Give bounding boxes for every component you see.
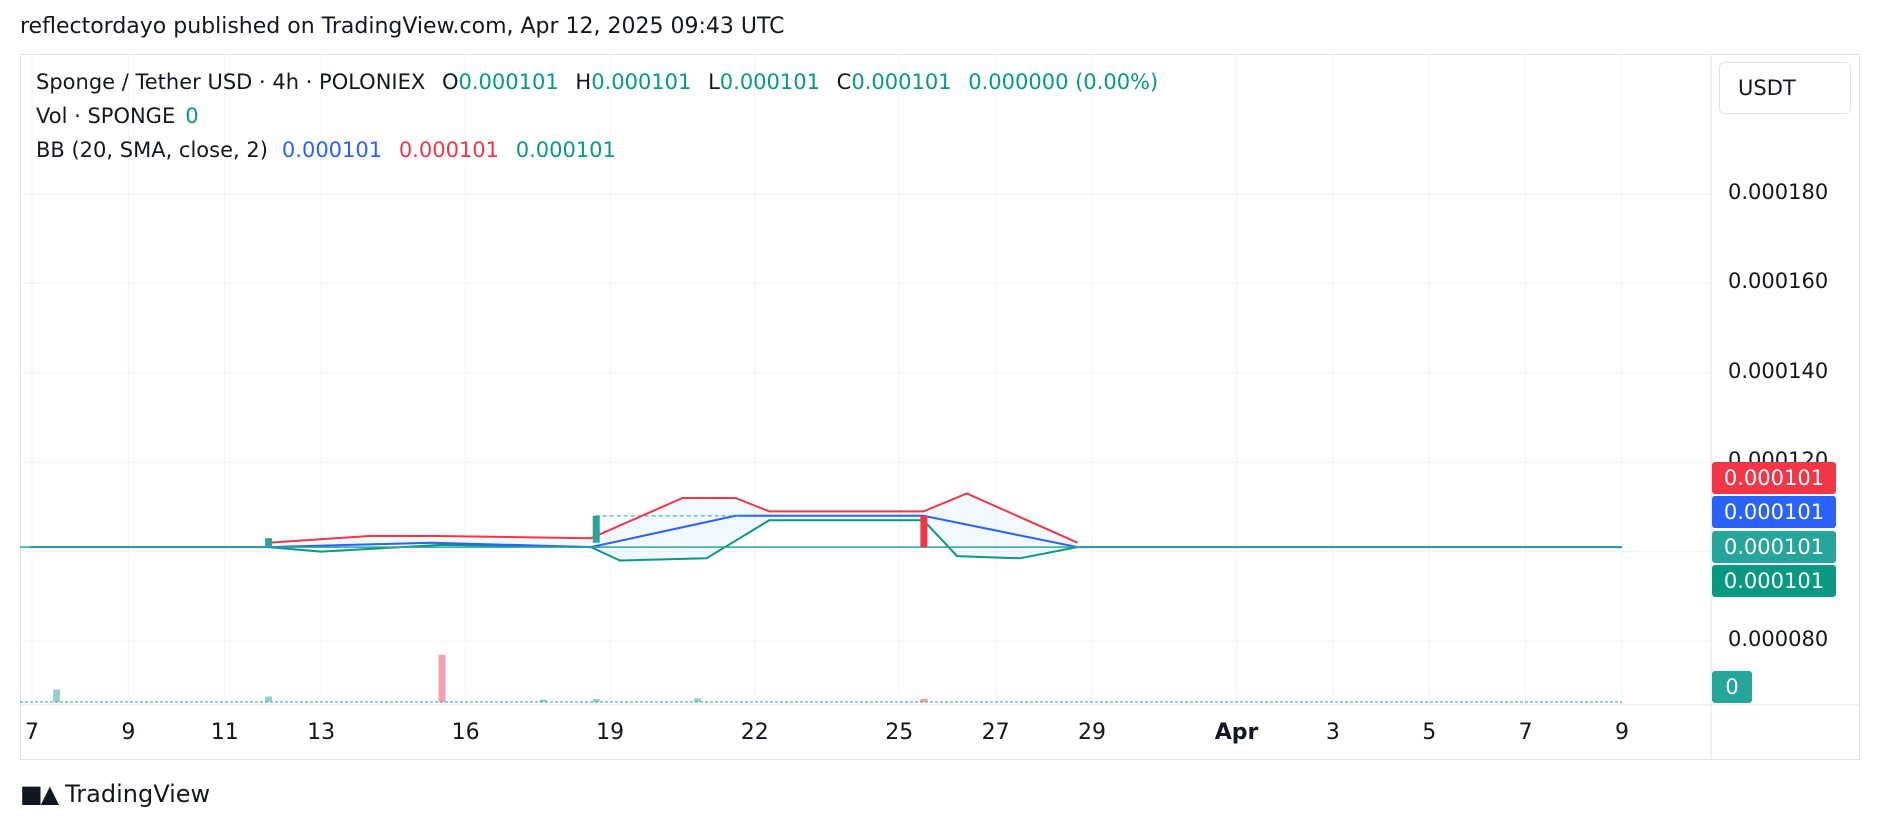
legend-close-label: C — [836, 70, 852, 94]
x-tick-label-11: 3 — [1325, 720, 1340, 745]
chart-frame[interactable] — [20, 54, 1860, 760]
candle-2 — [920, 515, 928, 548]
legend-bb-basis: 0.000101 — [281, 138, 383, 162]
volume-bar-1 — [265, 696, 273, 702]
legend-bb-lower: 0.000101 — [515, 138, 616, 162]
bb-upper-badge: 0.000101 — [1712, 462, 1836, 494]
y-tick-label-0: 0.000180 — [1728, 180, 1829, 204]
volume-bar-0 — [53, 689, 61, 702]
candle-1 — [592, 515, 600, 543]
publisher-line: reflectordayo published on TradingView.c… — [20, 14, 785, 39]
legend-bb-label: BB (20, SMA, close, 2) — [36, 138, 268, 162]
legend-high: 0.000101 — [591, 70, 692, 94]
legend-symbol: Sponge / Tether USD · 4h · POLONIEX — [36, 70, 426, 94]
volume-bar-6 — [920, 698, 928, 702]
x-tick-label-12: 5 — [1422, 720, 1437, 745]
footer-brand-text: TradingView — [65, 780, 211, 808]
x-tick-label-14: 9 — [1615, 720, 1629, 745]
legend-high-label: H — [575, 70, 592, 94]
x-tick-label-7: 25 — [885, 720, 914, 745]
last-price-badge: 0.000101 — [1712, 531, 1836, 563]
candle-0 — [265, 538, 273, 548]
y-tick-label-4: 0.000080 — [1728, 627, 1829, 651]
volume-bar-5 — [693, 698, 701, 702]
x-tick-label-13: 7 — [1518, 720, 1533, 745]
legend-bb-upper: 0.000101 — [398, 138, 500, 162]
bb-upper-line — [268, 492, 1078, 544]
bb-fill — [268, 493, 1078, 561]
legend-low: 0.000101 — [719, 70, 820, 94]
legend-close: 0.000101 — [851, 70, 952, 94]
legend-volume: 0 — [185, 104, 199, 128]
legend-bb-row: BB (20, SMA, close, 2) 0.000101 0.000101 … — [36, 138, 626, 162]
bb-basis-line — [29, 514, 1622, 549]
volume-bar-4 — [592, 698, 600, 702]
volume-bar-3 — [539, 699, 547, 702]
bb-basis-badge: 0.000101 — [1712, 496, 1836, 528]
x-tick-label-10: Apr — [1214, 720, 1259, 745]
legend-ohlc-row: Sponge / Tether USD · 4h · POLONIEX O0.0… — [36, 70, 1168, 94]
volume-badge: 0 — [1712, 671, 1752, 703]
y-tick-label-1: 0.000160 — [1728, 269, 1829, 294]
legend-open-label: O — [441, 70, 459, 94]
legend-volume-row: Vol · SPONGE 0 — [36, 104, 209, 128]
x-tick-label-0: 7 — [25, 720, 39, 745]
tradingview-logo-icon: ■▲ — [20, 780, 59, 808]
volume-bars — [20, 654, 1622, 703]
x-tick-label-9: 29 — [1078, 720, 1106, 745]
chart-grid — [20, 54, 1711, 705]
candles — [265, 515, 928, 548]
volume-bar-2 — [438, 654, 446, 702]
x-tick-label-6: 22 — [740, 720, 769, 745]
legend-low-label: L — [708, 70, 720, 94]
legend-open: 0.000101 — [458, 70, 559, 94]
x-tick-label-2: 11 — [210, 720, 239, 745]
legend-volume-label: Vol · SPONGE — [36, 104, 176, 128]
x-tick-label-4: 16 — [451, 720, 480, 745]
x-tick-label-1: 9 — [121, 720, 136, 745]
x-tick-label-8: 27 — [981, 720, 1010, 745]
footer-brand[interactable]: ■▲ TradingView — [20, 780, 210, 808]
bollinger-bands — [20, 492, 1622, 562]
x-tick-label-5: 19 — [596, 720, 625, 745]
bb-lower-badge: 0.000101 — [1712, 565, 1836, 597]
x-tick-label-3: 13 — [307, 720, 336, 745]
currency-unit-button[interactable]: USDT — [1719, 62, 1851, 114]
legend-change: 0.000000 (0.00%) — [968, 70, 1159, 94]
y-tick-label-2: 0.000140 — [1728, 358, 1829, 383]
